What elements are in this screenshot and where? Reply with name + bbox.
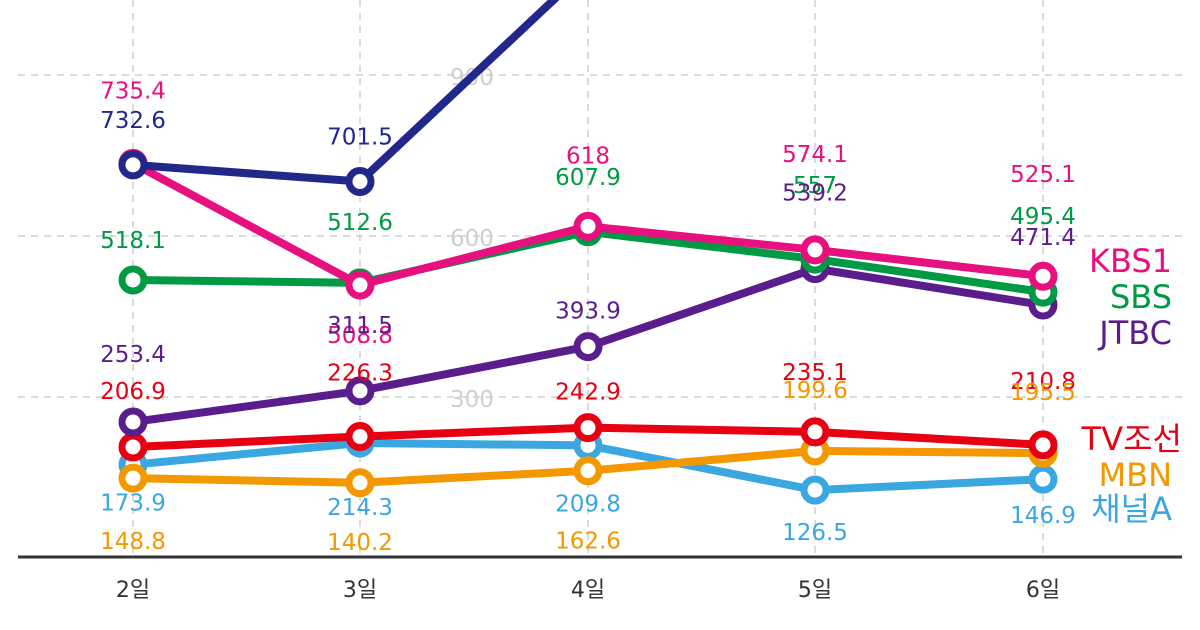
data-label: 126.5 xyxy=(782,520,848,546)
data-point xyxy=(118,432,148,462)
legend-entry-jtbc: JTBC xyxy=(1097,314,1172,352)
data-label: 199.6 xyxy=(782,378,848,404)
x-tick-label: 6일 xyxy=(1026,578,1060,603)
data-label: 235.1 xyxy=(782,360,848,386)
y-tick-label: 300 xyxy=(450,387,494,413)
data-point xyxy=(118,463,148,493)
data-point xyxy=(345,376,375,406)
data-label: 618 xyxy=(566,143,610,169)
data-label: 311.5 xyxy=(327,313,393,339)
data-label: 140.2 xyxy=(327,530,393,556)
data-label: 512.6 xyxy=(327,210,393,236)
data-point xyxy=(345,468,375,498)
data-point xyxy=(573,456,603,486)
data-point xyxy=(800,235,830,265)
legend-entry-channela: 채널A xyxy=(1091,490,1172,528)
data-label: 242.9 xyxy=(555,380,621,406)
legend-entry-mbn: MBN xyxy=(1099,456,1173,494)
data-label: 209.8 xyxy=(555,491,621,517)
data-label: 173.9 xyxy=(100,491,166,517)
data-label: 214.3 xyxy=(327,495,393,521)
data-label: 148.8 xyxy=(100,529,166,555)
data-point xyxy=(118,265,148,295)
x-tick-label: 4일 xyxy=(571,578,605,603)
data-label: 253.4 xyxy=(100,342,166,368)
legend: KBS1 SBS JTBC TV조선 MBN 채널A xyxy=(1081,242,1182,528)
data-label: 518.1 xyxy=(100,228,166,254)
data-label: 495.4 xyxy=(1010,204,1076,230)
y-axis-ticks: 300 600 900 xyxy=(450,65,494,413)
data-label: 508.8 xyxy=(327,323,393,349)
data-label: 574.1 xyxy=(782,142,848,168)
series-lines xyxy=(118,0,1058,505)
data-point xyxy=(573,211,603,241)
data-point xyxy=(573,413,603,443)
data-label: 607.9 xyxy=(555,165,621,191)
data-label: 539.2 xyxy=(782,181,848,207)
data-label: 525.1 xyxy=(1010,162,1076,188)
data-point xyxy=(800,417,830,447)
data-point xyxy=(573,332,603,362)
data-label: 206.9 xyxy=(100,379,166,405)
x-tick-label: 2일 xyxy=(116,578,150,603)
data-point xyxy=(118,407,148,437)
data-point xyxy=(345,270,375,300)
data-label: 146.9 xyxy=(1010,503,1076,529)
data-point xyxy=(1028,464,1058,494)
data-label: 393.9 xyxy=(555,299,621,325)
legend-entry-tvchosun: TV조선 xyxy=(1081,420,1182,458)
data-label: 226.3 xyxy=(327,361,393,387)
data-label: 210.8 xyxy=(1010,369,1076,395)
legend-entry-sbs: SBS xyxy=(1110,278,1172,316)
series-jtbc-0 xyxy=(118,0,560,197)
data-point xyxy=(345,422,375,452)
data-label: 557 xyxy=(793,173,837,199)
data-label: 735.4 xyxy=(100,78,166,104)
data-point xyxy=(800,475,830,505)
data-point xyxy=(1028,261,1058,291)
data-point xyxy=(1028,430,1058,460)
data-label: 471.4 xyxy=(1010,225,1076,251)
data-point xyxy=(345,167,375,197)
y-tick-label: 600 xyxy=(450,226,494,252)
x-tick-label: 5일 xyxy=(798,578,832,603)
data-label: 701.5 xyxy=(327,125,393,151)
data-labels: 732.6 701.5 735.4 508.8 618 574.1 525.1 518.1 51… xyxy=(100,78,1076,555)
x-axis-ticks: 2일 3일 4일 5일 6일 xyxy=(116,578,1060,603)
data-point xyxy=(118,150,148,180)
legend-entry-kbs1: KBS1 xyxy=(1089,242,1172,280)
data-label: 195.5 xyxy=(1010,380,1076,406)
data-label: 162.6 xyxy=(555,529,621,555)
data-label: 732.6 xyxy=(100,108,166,134)
x-tick-label: 3일 xyxy=(343,578,377,603)
